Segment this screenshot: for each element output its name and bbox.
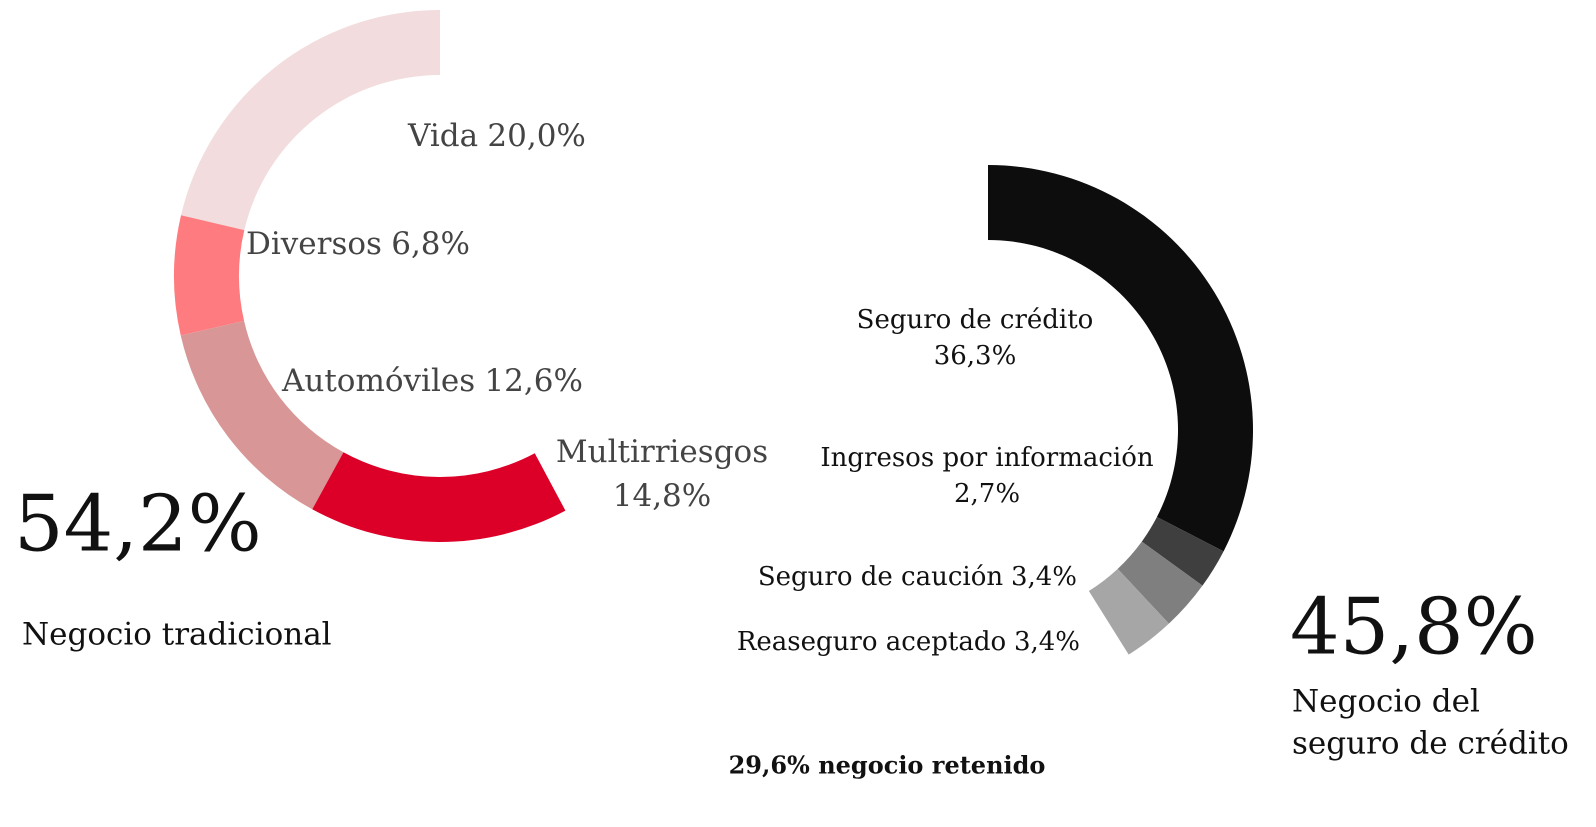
segment-label: Vida 20,0% [407,118,586,154]
category-name: Seguro de caución [758,562,1004,592]
segment-label: 14,8% [613,478,711,514]
value-label: 6,8% [391,226,470,262]
donut-segment [1088,568,1169,655]
value-label: 14,8% [613,478,711,514]
annotation: 29,6% negocio retenido [729,751,1046,780]
donut-segment [1141,516,1224,586]
category-name: Ingresos por información [820,443,1154,473]
value-label: 20,0% [487,118,585,154]
segment-label: 2,7% [954,479,1020,509]
value-label: 12,6% [484,363,582,399]
value-label: 3,4% [1014,627,1080,657]
category-name: Seguro de crédito [857,305,1094,335]
subtitle: Negocio tradicional [22,617,332,653]
donut-segment [180,320,344,510]
segment-label: Reaseguro aceptado 3,4% [737,627,1080,657]
donut-segment [1117,541,1203,624]
segment-label: Diversos 6,8% [246,226,470,262]
total-value: 54,2% [14,480,262,570]
segment-label: Multirriesgos [556,434,768,470]
subtitle: Negocio del [1292,684,1480,720]
segment-label: 36,3% [934,341,1017,371]
total-value: 45,8% [1290,583,1538,673]
donut-segment [174,215,245,336]
category-name: Vida [407,118,478,154]
category-name: Reaseguro aceptado [737,627,1006,657]
value-label: 36,3% [934,341,1017,371]
donut-segment [181,10,440,231]
segment-label: Ingresos por información [820,443,1154,473]
category-name: Diversos [246,226,382,262]
donut-segment [312,452,566,542]
value-label: 2,7% [954,479,1020,509]
donut-segment [988,165,1253,552]
category-name: Automóviles [281,363,475,399]
subtitle: seguro de crédito [1292,726,1569,762]
category-name: Multirriesgos [556,434,768,470]
segment-label: Seguro de caución 3,4% [758,562,1077,592]
segment-label: Seguro de crédito [857,305,1094,335]
donut [988,165,1253,655]
value-label: 3,4% [1011,562,1077,592]
segment-label: Automóviles 12,6% [281,363,583,399]
donut [174,10,566,542]
